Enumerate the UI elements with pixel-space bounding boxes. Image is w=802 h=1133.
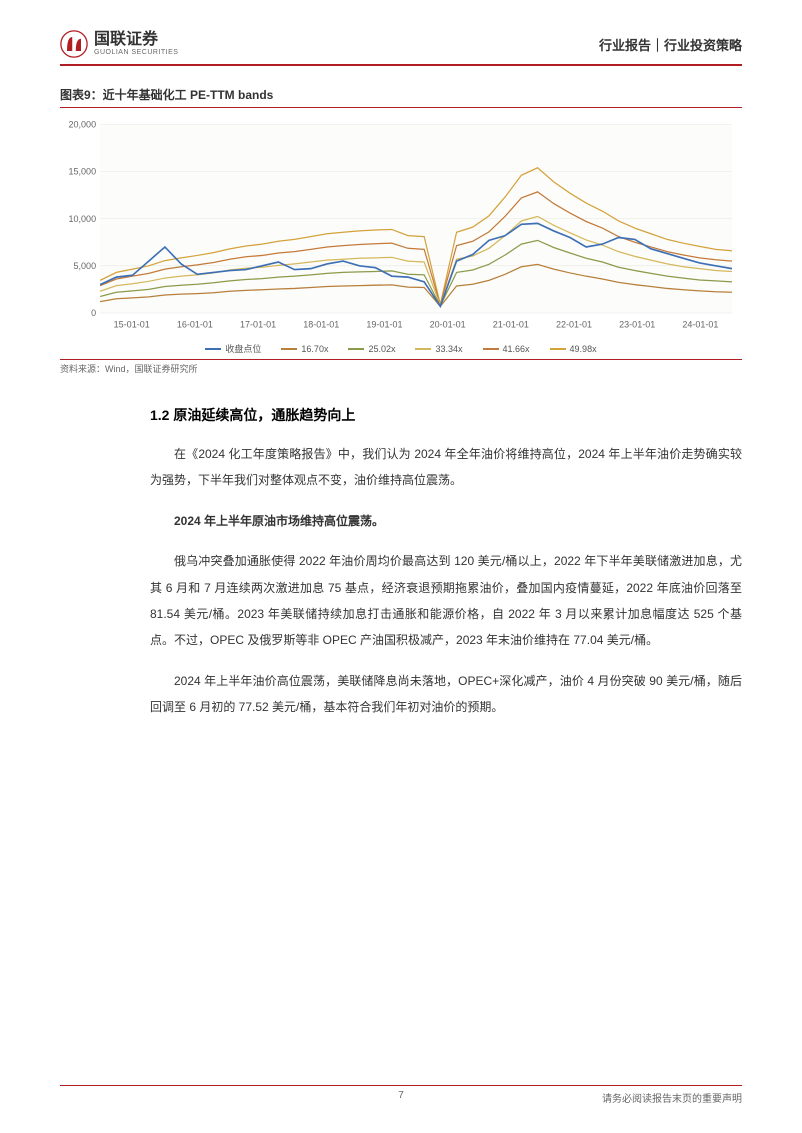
svg-text:20-01-01: 20-01-01	[430, 319, 466, 329]
chart-title: 图表9：近十年基础化工 PE-TTM bands	[60, 86, 742, 108]
chart-legend: 收盘点位 16.70x 25.02x 33.34x 41.66x 49.98x	[60, 342, 742, 355]
legend-item: 25.02x	[348, 342, 395, 355]
header-category: 行业报告｜行业投资策略	[599, 35, 742, 54]
svg-text:5,000: 5,000	[74, 261, 97, 271]
logo-name-cn: 国联证券	[94, 31, 178, 49]
paragraph-2: 2024 年上半年原油市场维持高位震荡。	[150, 508, 742, 534]
svg-text:16-01-01: 16-01-01	[177, 319, 213, 329]
svg-text:19-01-01: 19-01-01	[366, 319, 402, 329]
svg-text:21-01-01: 21-01-01	[493, 319, 529, 329]
legend-item: 16.70x	[281, 342, 328, 355]
legend-item: 33.34x	[415, 342, 462, 355]
page-footer: 7 请务必阅读报告末页的重要声明	[60, 1085, 742, 1105]
legend-item: 41.66x	[483, 342, 530, 355]
page-number: 7	[398, 1090, 404, 1101]
legend-item: 49.98x	[550, 342, 597, 355]
logo-icon	[60, 30, 88, 58]
svg-text:23-01-01: 23-01-01	[619, 319, 655, 329]
page-header: 国联证券 GUOLIAN SECURITIES 行业报告｜行业投资策略	[60, 30, 742, 66]
svg-text:22-01-01: 22-01-01	[556, 319, 592, 329]
logo-name-en: GUOLIAN SECURITIES	[94, 49, 178, 57]
svg-text:17-01-01: 17-01-01	[240, 319, 276, 329]
paragraph-3: 俄乌冲突叠加通胀使得 2022 年油价周均价最高达到 120 美元/桶以上，20…	[150, 548, 742, 654]
paragraph-4: 2024 年上半年油价高位震荡，美联储降息尚未落地，OPEC+深化减产，油价 4…	[150, 668, 742, 721]
svg-text:15-01-01: 15-01-01	[114, 319, 150, 329]
paragraph-1: 在《2024 化工年度策略报告》中，我们认为 2024 年全年油价将维持高位，2…	[150, 441, 742, 494]
svg-text:15,000: 15,000	[69, 166, 97, 176]
svg-text:18-01-01: 18-01-01	[303, 319, 339, 329]
pe-ttm-chart: 0 5,000 10,000 15,000 20,000 15-01-01 16-01-01…	[60, 116, 742, 336]
svg-text:0: 0	[91, 308, 96, 318]
logo: 国联证券 GUOLIAN SECURITIES	[60, 30, 178, 58]
section-heading: 1.2 原油延续高位，通胀趋势向上	[150, 405, 742, 425]
footer-disclaimer: 请务必阅读报告末页的重要声明	[602, 1090, 742, 1105]
svg-text:20,000: 20,000	[69, 119, 97, 129]
svg-text:24-01-01: 24-01-01	[682, 319, 718, 329]
svg-text:10,000: 10,000	[69, 214, 97, 224]
legend-item: 收盘点位	[205, 342, 261, 355]
chart-source: 资料来源：Wind，国联证券研究所	[60, 359, 742, 375]
